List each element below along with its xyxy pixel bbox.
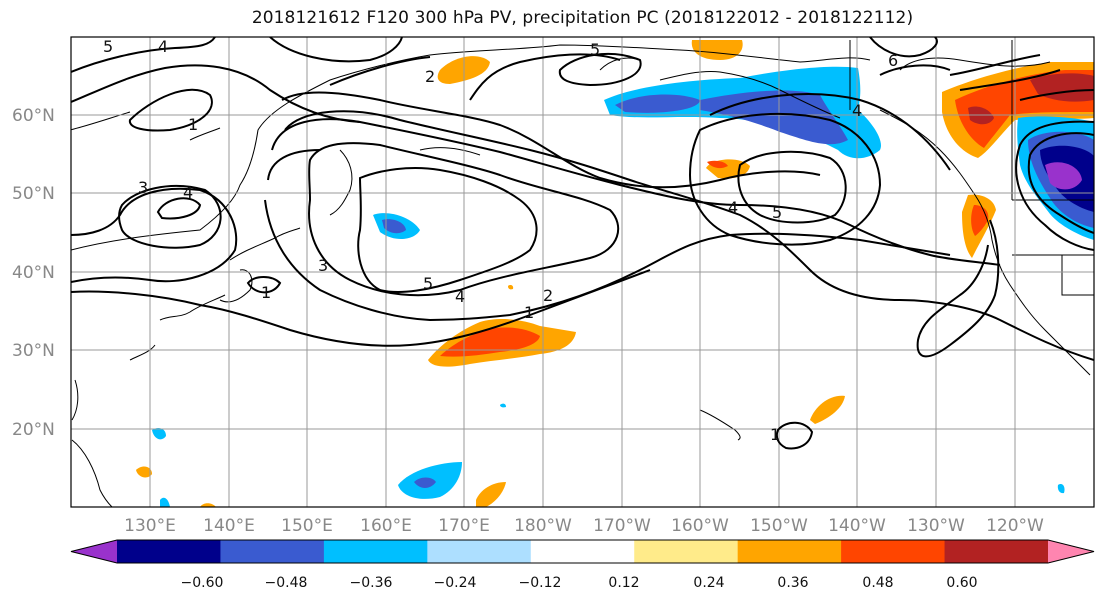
lon-label: 160°E xyxy=(360,516,412,536)
lat-label: 50°N xyxy=(12,184,55,204)
lat-label: 30°N xyxy=(12,341,55,361)
contour-label: 4 xyxy=(728,198,738,217)
lat-label: 60°N xyxy=(12,106,55,126)
pv-contours xyxy=(71,37,1094,450)
lon-label: 170°W xyxy=(593,516,651,536)
lon-label: 150°W xyxy=(750,516,808,536)
contour-label: 5 xyxy=(590,40,600,59)
map-title: 2018121612 F120 300 hPa PV, precipitatio… xyxy=(251,8,914,28)
contour-label: 3 xyxy=(318,256,328,275)
longitude-labels: 130°E 140°E 150°E 160°E 170°E 180°W 170°… xyxy=(124,516,1044,536)
lon-label: 120°W xyxy=(986,516,1044,536)
contour-label: 3 xyxy=(138,178,148,197)
lon-label: 170°E xyxy=(438,516,490,536)
contour-label: 1 xyxy=(770,425,780,444)
lon-label: 140°E xyxy=(203,516,255,536)
lon-label: 150°E xyxy=(281,516,333,536)
contour-label: 4 xyxy=(183,183,193,202)
contour-label: 5 xyxy=(772,203,782,222)
lon-label: 140°W xyxy=(828,516,886,536)
contour-label: 4 xyxy=(455,287,465,306)
contour-labels: 5 4 1 3 4 2 5 6 4 4 5 3 5 4 2 1 1 1 xyxy=(103,37,898,444)
lat-label: 40°N xyxy=(12,263,55,283)
graticule xyxy=(71,37,1094,507)
contour-label: 6 xyxy=(888,51,898,70)
contour-label: 5 xyxy=(423,274,433,293)
contour-label: 2 xyxy=(425,67,435,86)
map-frame xyxy=(70,36,1095,508)
lon-label: 130°E xyxy=(124,516,176,536)
contour-label: 4 xyxy=(158,37,168,56)
lon-label: 160°W xyxy=(671,516,729,536)
contour-label: 1 xyxy=(188,115,198,134)
contour-label: 1 xyxy=(261,283,271,302)
lon-label: 180°W xyxy=(514,516,572,536)
contour-label: 1 xyxy=(524,303,534,322)
lon-label: 130°W xyxy=(907,516,965,536)
contour-label: 5 xyxy=(103,37,113,56)
contour-label: 2 xyxy=(543,286,553,305)
coastlines xyxy=(71,40,1094,507)
lat-label: 20°N xyxy=(12,420,55,440)
contour-label: 4 xyxy=(852,101,862,120)
latitude-labels: 60°N 50°N 40°N 30°N 20°N xyxy=(12,106,55,440)
